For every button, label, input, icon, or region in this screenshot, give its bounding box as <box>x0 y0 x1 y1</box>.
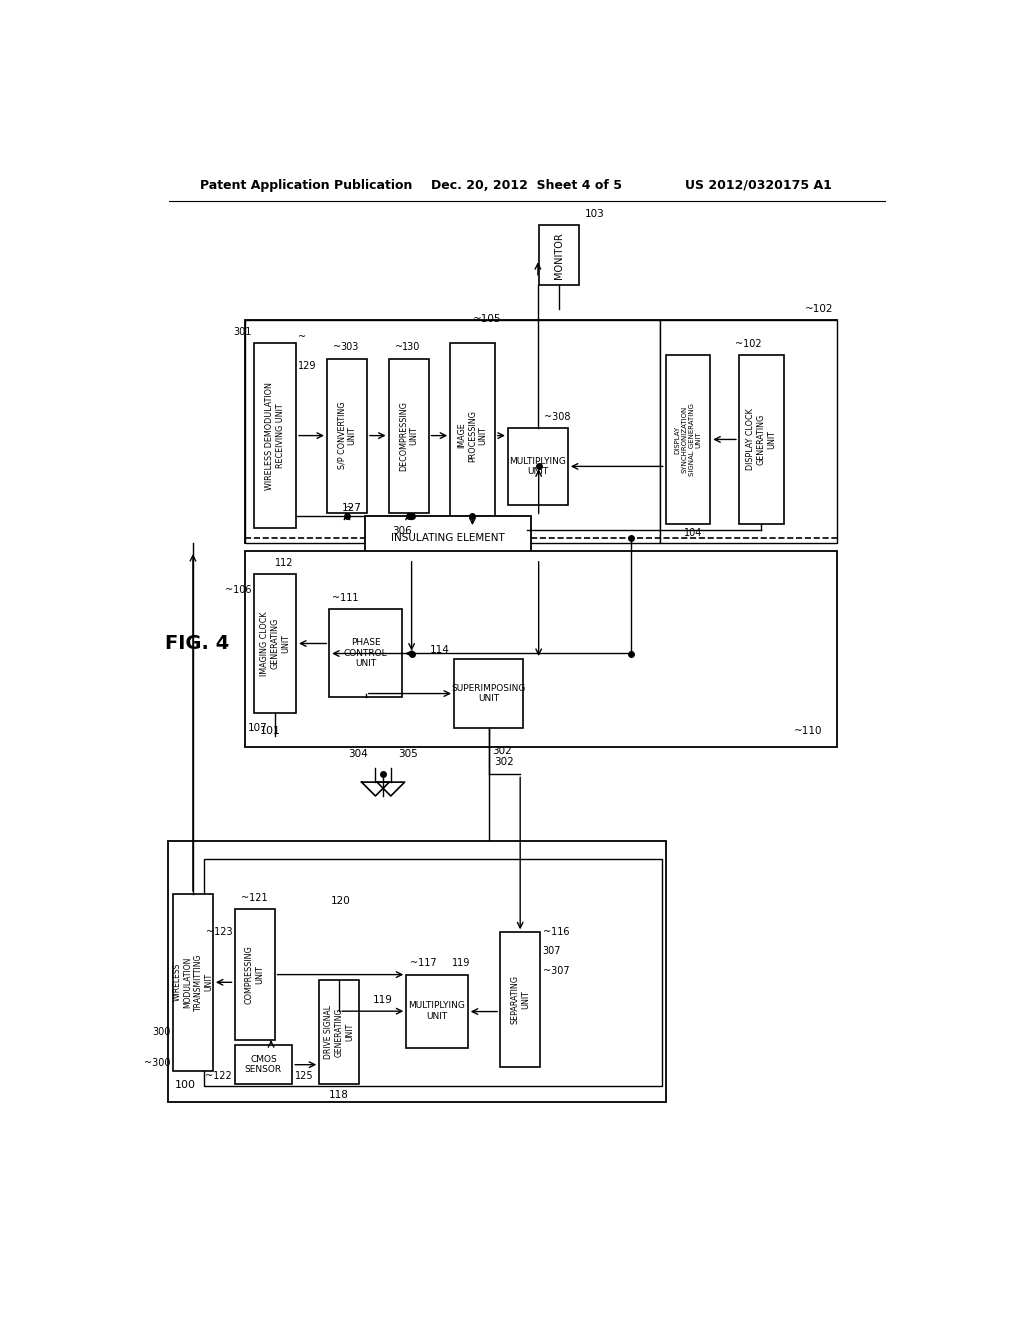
Text: WIRELESS
MODULATION
TRANSMITTING
UNIT: WIRELESS MODULATION TRANSMITTING UNIT <box>173 953 213 1011</box>
Text: 119: 119 <box>453 958 471 969</box>
Text: IMAGE
PROCESSING
UNIT: IMAGE PROCESSING UNIT <box>458 409 487 462</box>
Text: MULTIPLYING
UNIT: MULTIPLYING UNIT <box>510 457 566 477</box>
Text: S/P CONVERTING
UNIT: S/P CONVERTING UNIT <box>337 401 356 470</box>
Text: 101: 101 <box>260 726 281 737</box>
Bar <box>500 932 541 1067</box>
Text: 120: 120 <box>331 896 350 907</box>
Text: 301: 301 <box>233 327 252 337</box>
Text: ~117: ~117 <box>411 958 437 969</box>
Text: ~: ~ <box>298 333 306 342</box>
Text: 104: 104 <box>684 528 702 539</box>
Bar <box>168 841 667 1102</box>
Text: ~106: ~106 <box>225 585 252 594</box>
Text: DECOMPRESSING
UNIT: DECOMPRESSING UNIT <box>398 401 418 470</box>
Text: ~116: ~116 <box>543 927 569 937</box>
Text: 118: 118 <box>330 1090 349 1101</box>
Bar <box>739 355 783 524</box>
Text: IMAGING CLOCK
GENERATING
UNIT: IMAGING CLOCK GENERATING UNIT <box>260 611 290 676</box>
Text: Patent Application Publication: Patent Application Publication <box>200 178 413 191</box>
Bar <box>245 552 838 747</box>
Text: MONITOR: MONITOR <box>554 232 563 279</box>
Text: Dec. 20, 2012  Sheet 4 of 5: Dec. 20, 2012 Sheet 4 of 5 <box>431 178 622 191</box>
Text: INSULATING ELEMENT: INSULATING ELEMENT <box>391 533 505 543</box>
Text: ~300: ~300 <box>144 1059 171 1068</box>
Bar <box>327 359 367 512</box>
Text: 302: 302 <box>493 746 512 756</box>
Text: DRIVE SIGNAL
GENERATING
UNIT: DRIVE SIGNAL GENERATING UNIT <box>325 1005 354 1059</box>
Bar <box>388 359 429 512</box>
Text: 119: 119 <box>373 995 392 1005</box>
Bar <box>330 609 402 697</box>
Bar <box>366 516 531 558</box>
Text: WIRELESS DEMODULATION
RECEIVING UNIT: WIRELESS DEMODULATION RECEIVING UNIT <box>265 381 285 490</box>
Text: 130: 130 <box>402 342 421 352</box>
Text: ~: ~ <box>394 342 402 352</box>
Text: PHASE
CONTROL
UNIT: PHASE CONTROL UNIT <box>344 639 388 668</box>
Text: ~110: ~110 <box>794 726 822 737</box>
Text: 304: 304 <box>348 748 368 759</box>
Text: 100: 100 <box>175 1080 197 1090</box>
Text: ~105: ~105 <box>473 314 502 323</box>
Text: DISPLAY
SYNCHRONIZATION
SIGNAL GENERATING
UNIT: DISPLAY SYNCHRONIZATION SIGNAL GENERATIN… <box>675 403 701 477</box>
Bar <box>508 428 568 506</box>
Text: 303: 303 <box>341 342 359 352</box>
Text: 103: 103 <box>585 210 604 219</box>
Text: 302: 302 <box>495 756 514 767</box>
Text: ~102: ~102 <box>735 339 762 348</box>
Text: 114: 114 <box>430 645 451 655</box>
Bar <box>234 909 274 1040</box>
Text: 112: 112 <box>274 558 294 568</box>
Bar <box>254 574 296 713</box>
Text: ~121: ~121 <box>242 894 268 903</box>
Text: ~307: ~307 <box>543 966 569 975</box>
Bar <box>245 321 838 544</box>
Bar <box>245 321 660 544</box>
Text: COMPRESSING
UNIT: COMPRESSING UNIT <box>245 945 264 1005</box>
Text: 129: 129 <box>298 362 316 371</box>
Text: ~: ~ <box>333 342 341 352</box>
Bar <box>539 226 579 285</box>
Text: ~122: ~122 <box>206 1072 232 1081</box>
Text: 300: 300 <box>153 1027 171 1038</box>
Text: MULTIPLYING
UNIT: MULTIPLYING UNIT <box>409 1002 466 1020</box>
Text: ~102: ~102 <box>805 304 834 314</box>
Text: ~111: ~111 <box>332 593 358 603</box>
Text: SUPERIMPOSING
UNIT: SUPERIMPOSING UNIT <box>452 684 525 704</box>
Text: 306: 306 <box>392 525 412 536</box>
Text: SEPARATING
UNIT: SEPARATING UNIT <box>511 975 529 1024</box>
Text: 125: 125 <box>295 1072 313 1081</box>
Text: CMOS
SENSOR: CMOS SENSOR <box>245 1055 282 1074</box>
Text: ~308: ~308 <box>544 412 570 422</box>
Text: 127: 127 <box>342 503 361 512</box>
Bar <box>173 894 213 1071</box>
Text: FIG. 4: FIG. 4 <box>165 634 229 653</box>
Text: ~: ~ <box>345 503 354 512</box>
Bar <box>454 659 523 729</box>
Bar <box>407 974 468 1048</box>
Bar <box>666 355 711 524</box>
Bar <box>319 979 359 1084</box>
Bar <box>451 343 495 528</box>
Text: DISPLAY CLOCK
GENERATING
UNIT: DISPLAY CLOCK GENERATING UNIT <box>746 409 776 470</box>
Bar <box>204 859 662 1086</box>
Bar <box>234 1045 292 1084</box>
Text: ~123: ~123 <box>206 927 232 937</box>
Text: 107: 107 <box>248 723 267 733</box>
Text: US 2012/0320175 A1: US 2012/0320175 A1 <box>685 178 831 191</box>
Text: 307: 307 <box>543 946 561 957</box>
Text: 305: 305 <box>398 748 418 759</box>
Bar <box>660 321 838 544</box>
Bar <box>254 343 296 528</box>
